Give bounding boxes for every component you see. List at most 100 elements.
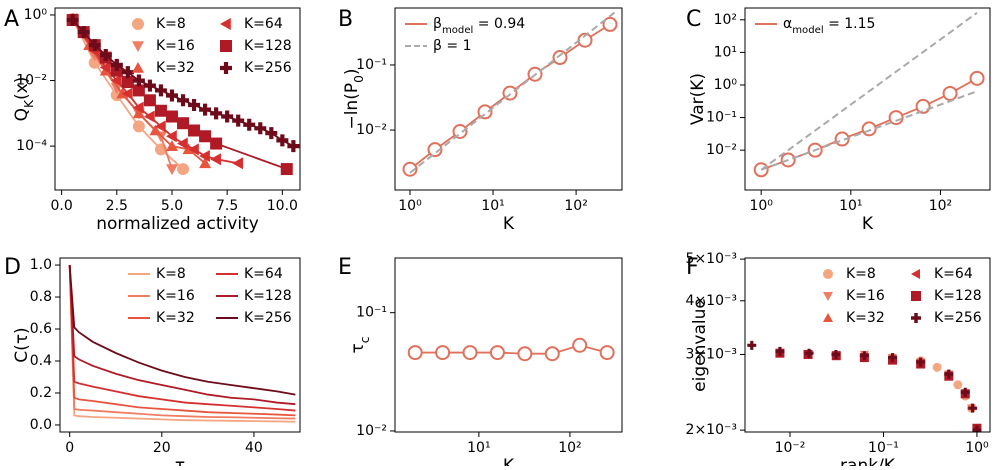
marker <box>599 345 615 361</box>
marker <box>143 94 156 107</box>
y-axis-label: τc <box>348 337 372 354</box>
legend-marker <box>132 62 144 73</box>
marker <box>121 66 134 79</box>
marker <box>915 98 931 114</box>
y-axis-label: −ln(P0) <box>342 68 366 129</box>
marker <box>154 104 167 117</box>
marker <box>188 124 201 137</box>
legend-label: K=8 <box>156 16 186 32</box>
legend-label-sub: model <box>792 25 823 36</box>
legend-marker <box>220 62 232 74</box>
legend-label: αmodel = 1.15 <box>783 16 875 36</box>
marker <box>88 39 101 52</box>
y-tick-label: 10⁰ <box>24 7 48 23</box>
legend-label: K=64 <box>244 16 283 32</box>
marker <box>199 130 212 143</box>
y-axis-label: Var(K) <box>688 73 708 125</box>
y-axis-label-sub: c <box>358 337 372 344</box>
y-axis-label: QK(x) <box>12 77 36 122</box>
plot-area <box>753 11 985 178</box>
marker <box>452 124 468 140</box>
panel-letter: E <box>338 255 352 280</box>
marker <box>143 79 156 92</box>
panel-letter: D <box>4 255 21 280</box>
marker <box>165 164 178 176</box>
series-line <box>68 264 296 396</box>
marker <box>143 110 155 123</box>
y-tick-label: 10⁻² <box>356 423 387 439</box>
marker <box>132 101 144 114</box>
plot-area <box>747 340 982 432</box>
axes-frame <box>59 257 301 433</box>
y-tick-label: 4×10⁻³ <box>686 293 737 309</box>
marker <box>407 345 423 361</box>
marker <box>188 143 199 156</box>
y-axis-label-sub: K <box>22 99 36 108</box>
marker <box>110 74 122 87</box>
marker <box>177 137 188 150</box>
legend-label: K=128 <box>244 288 292 304</box>
marker <box>276 134 289 147</box>
legend-label: K=32 <box>156 60 195 76</box>
marker <box>165 89 178 102</box>
y-axis-label: C(τ) <box>12 327 32 362</box>
series-line <box>68 265 296 420</box>
x-tick-label: 10² <box>564 198 587 214</box>
marker <box>177 94 190 107</box>
marker <box>165 140 178 151</box>
marker <box>888 353 898 363</box>
marker <box>210 137 223 150</box>
panel-letter: A <box>4 7 19 32</box>
marker <box>66 14 79 27</box>
legend-label: K=128 <box>244 38 292 54</box>
y-axis-label-part: −ln(P <box>342 83 362 130</box>
x-tick-label: 10⁰ <box>398 198 422 214</box>
marker <box>462 345 478 361</box>
axes-frame <box>394 257 623 433</box>
marker <box>132 120 145 133</box>
y-axis-label-part: τ <box>348 343 368 353</box>
marker <box>932 362 942 372</box>
x-axis-label: K <box>862 214 874 234</box>
x-tick-label: 2.5 <box>106 198 128 214</box>
marker <box>149 124 162 136</box>
legend-label: K=16 <box>156 288 195 304</box>
x-tick-label: 7.5 <box>216 198 238 214</box>
axes-frame <box>54 7 301 191</box>
series-line <box>68 264 296 406</box>
legend-label-part: β <box>433 16 442 32</box>
marker <box>572 337 588 353</box>
legend-marker <box>823 313 833 322</box>
y-tick-label: 10⁻¹ <box>706 110 737 126</box>
marker <box>116 87 129 99</box>
y-tick-label: 10⁻² <box>16 73 47 89</box>
marker <box>243 118 256 131</box>
marker <box>199 157 212 169</box>
axes-frame <box>744 257 991 433</box>
series-line <box>68 265 296 417</box>
marker <box>831 349 841 359</box>
x-tick-label: 40 <box>245 440 263 456</box>
marker <box>517 346 533 362</box>
marker <box>232 114 245 127</box>
x-tick-label: 10⁻² <box>775 440 806 456</box>
y-tick-label: 0.6 <box>30 321 52 337</box>
axes-frame <box>394 7 623 191</box>
marker <box>942 85 958 101</box>
plot-area <box>68 264 296 423</box>
marker <box>804 348 814 358</box>
x-tick-label: 10.0 <box>267 198 298 214</box>
x-tick-label: 0.0 <box>50 198 72 214</box>
marker <box>287 140 300 153</box>
legend-marker <box>911 313 921 323</box>
legend-label: βmodel = 0.94 <box>433 16 525 36</box>
legend-label-part: = 1.15 <box>824 16 876 32</box>
marker <box>859 351 869 361</box>
x-tick-label: 10⁰ <box>749 198 773 214</box>
y-tick-label: 0.2 <box>30 385 52 401</box>
legend-label-sub: model <box>442 25 473 36</box>
legend-label: K=16 <box>156 38 195 54</box>
panel-letter: B <box>338 7 353 32</box>
marker <box>265 127 278 140</box>
y-tick-label: 2×10⁻³ <box>686 422 737 438</box>
